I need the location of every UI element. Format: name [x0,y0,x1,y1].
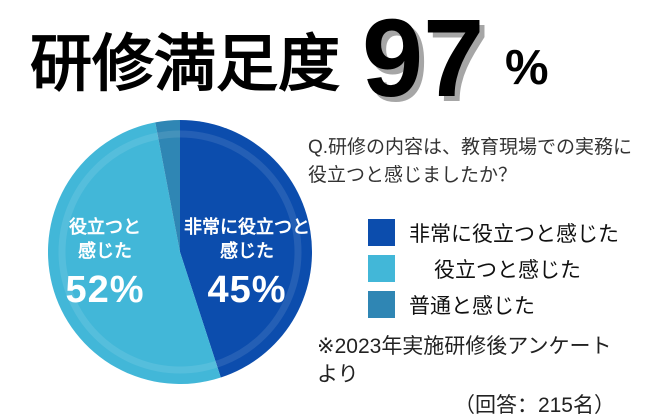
page-title: 研修満足度 [30,30,341,99]
source-note: ※2023年実施研修後アンケートより （回答：215名） [317,333,619,420]
legend-swatch-useful [368,255,395,282]
slice-label-text: 感じた [220,241,274,261]
slice-percent: 45% [207,269,287,311]
slice-label-useful: 役立つと 感じた 52% [30,215,180,309]
survey-question-line1: Q.研修の内容は、教育現場での実務に [308,137,633,158]
source-note-line2: （回答：215名） [453,393,615,417]
legend-item-useful: 役立つと感じた [368,255,619,282]
legend-label: 役立つと感じた [434,258,581,282]
legend-swatch-neutral [368,291,395,318]
legend: 非常に役立つと感じた 役立つと感じた 普通と感じた [368,219,619,327]
slice-label-text: 役立つと [69,217,141,237]
pie-chart [48,120,312,384]
legend-swatch-very-useful [368,219,395,246]
pie-slice-0 [180,120,312,378]
pie-highlight-ring [58,130,302,374]
source-note-line1: ※2023年実施研修後アンケートより [317,335,612,387]
legend-label: 普通と感じた [409,294,535,318]
pie-chart-svg [48,120,312,384]
slice-percent: 52% [65,269,145,311]
slice-label-text: 感じた [78,241,132,261]
legend-item-very-useful: 非常に役立つと感じた [368,219,619,246]
pie-slice-1 [48,122,221,384]
pie-slice-2 [155,120,180,252]
slice-label-text: 非常に役立つと [184,217,310,237]
slice-label-very-useful: 非常に役立つと 感じた 45% [172,215,322,309]
survey-question-line2: 役立つと感じましたか？ [308,165,518,186]
legend-label: 非常に役立つと感じた [409,222,619,246]
pie-slices [48,120,312,384]
satisfaction-unit: % [505,41,549,95]
satisfaction-value: 97 [362,0,485,120]
survey-question: Q.研修の内容は、教育現場での実務に 役立つと感じましたか？ [308,134,632,190]
legend-item-neutral: 普通と感じた [368,291,619,318]
